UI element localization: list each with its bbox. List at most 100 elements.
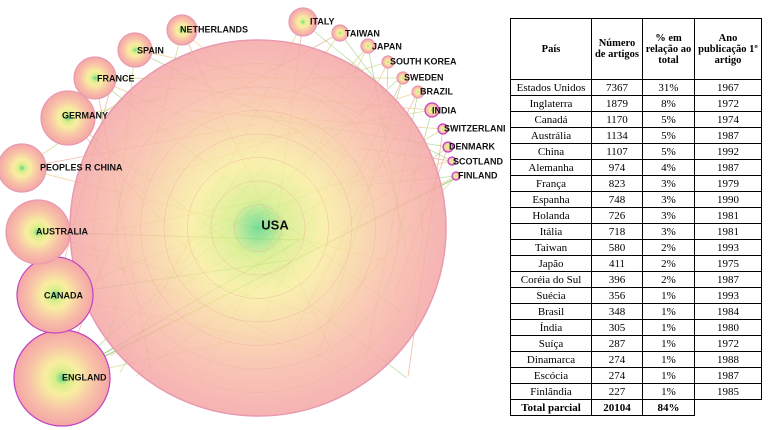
table-cell: Espanha: [510, 191, 592, 208]
table-row: Suíça 287 1% 1972: [510, 335, 762, 352]
node: [437, 123, 449, 135]
table-cell: China: [510, 143, 592, 160]
table-cell: 718: [591, 223, 643, 240]
table-cell: 1979: [694, 175, 762, 192]
table-cell: 1107: [591, 143, 643, 160]
table-cell: 348: [591, 303, 643, 320]
node-ring: [210, 180, 306, 276]
table-cell: 1%: [642, 335, 695, 352]
table-cell: Austrália: [510, 127, 592, 144]
table-cell: 7367: [591, 79, 643, 96]
table-row: Austrália 1134 5% 1987: [510, 127, 762, 144]
table-row: Coréia do Sul 396 2% 1987: [510, 271, 762, 288]
table-cell: Taiwan: [510, 239, 592, 256]
node-label: DENMARK: [449, 141, 495, 151]
table-cell: Coréia do Sul: [510, 271, 592, 288]
node-label: ENGLAND: [62, 372, 107, 382]
table-cell: Canadá: [510, 111, 592, 128]
node-ring: [140, 110, 376, 346]
node: [442, 141, 454, 153]
table-cell: Japão: [510, 255, 592, 272]
table-cell: 356: [591, 287, 643, 304]
table-cell: 1%: [642, 303, 695, 320]
country-table: País Número de artigos% em relação ao tot…: [510, 18, 762, 416]
node: [447, 156, 457, 166]
node: [40, 90, 96, 146]
node-label: BRAZIL: [420, 86, 453, 96]
table-cell: 1%: [642, 367, 695, 384]
node-label: AUSTRALIA: [36, 226, 88, 236]
table-row: Taiwan 580 2% 1993: [510, 239, 762, 256]
table-cell: Índia: [510, 319, 592, 336]
table-cell: Itália: [510, 223, 592, 240]
table-cell: 1993: [694, 239, 762, 256]
table-cell: 4%: [642, 159, 695, 176]
node: [117, 32, 153, 68]
table-cell: 748: [591, 191, 643, 208]
node: [288, 7, 318, 37]
table-cell: 227: [591, 383, 643, 400]
table-cell: 1987: [694, 367, 762, 384]
table-cell: 3%: [642, 223, 695, 240]
column-header: Ano publicação 1º artigo: [694, 18, 762, 80]
table-row: Dinamarca 274 1% 1988: [510, 351, 762, 368]
node-label: FRANCE: [97, 73, 135, 83]
table-row: Espanha 748 3% 1990: [510, 191, 762, 208]
node-ring: [187, 157, 329, 299]
node-label: CANADA: [44, 290, 83, 300]
node: [5, 199, 71, 265]
node-label: TAIWAN: [345, 28, 380, 38]
column-header: País: [510, 18, 592, 80]
table-cell: 287: [591, 335, 643, 352]
node-label: SCOTLAND: [453, 156, 503, 166]
table-cell: 1992: [694, 143, 762, 160]
table-cell: 1134: [591, 127, 643, 144]
node-label: USA: [261, 217, 289, 232]
table-cell: Alemanha: [510, 159, 592, 176]
table-cell: Inglaterra: [510, 95, 592, 112]
table-cell: 3%: [642, 207, 695, 224]
table-cell: 1%: [642, 319, 695, 336]
table-cell: 1993: [694, 287, 762, 304]
table-cell: 3%: [642, 175, 695, 192]
table-cell: 5%: [642, 111, 695, 128]
network-diagram: USA ENGLAND CANADA AUSTRALIA PEOPLES R CHINA…: [0, 7, 505, 427]
table-cell: 1975: [694, 255, 762, 272]
node: [396, 71, 410, 85]
table-cell: Holanda: [510, 207, 592, 224]
table-cell: 1987: [694, 159, 762, 176]
table-cell: 823: [591, 175, 643, 192]
table-cell: 1987: [694, 271, 762, 288]
node: [331, 24, 349, 42]
table-cell: Dinamarca: [510, 351, 592, 368]
table-row: Inglaterra 1879 8% 1972: [510, 95, 762, 112]
node: [424, 102, 440, 118]
node-ring: [93, 63, 423, 393]
node-ring: [234, 204, 282, 252]
table-cell: 1988: [694, 351, 762, 368]
node-label: SPAIN: [137, 45, 164, 55]
table-row: Brasil 348 1% 1984: [510, 303, 762, 320]
nodes: USA ENGLAND CANADA AUSTRALIA PEOPLES R CHINA…: [0, 7, 505, 427]
node: [411, 85, 425, 99]
node-label: NETHERLANDS: [180, 24, 248, 34]
total-cell: 20104: [591, 399, 643, 416]
table-cell: 1980: [694, 319, 762, 336]
table-row: Alemanha 974 4% 1987: [510, 159, 762, 176]
table-row: Canadá 1170 5% 1974: [510, 111, 762, 128]
table-cell: 1990: [694, 191, 762, 208]
node: [451, 171, 461, 181]
table-cell: 274: [591, 351, 643, 368]
node-label: INDIA: [432, 105, 457, 115]
table-row: China 1107 5% 1992: [510, 143, 762, 160]
table-cell: 31%: [642, 79, 695, 96]
table-cell: 2%: [642, 271, 695, 288]
table-cell: França: [510, 175, 592, 192]
node-ring: [116, 86, 400, 370]
node: [381, 55, 395, 69]
node-ring: [163, 133, 353, 323]
table-cell: 1%: [642, 383, 695, 400]
node-label: SOUTH KOREA: [390, 56, 457, 66]
total-cell: Total parcial: [510, 399, 592, 416]
table-cell: 1%: [642, 287, 695, 304]
